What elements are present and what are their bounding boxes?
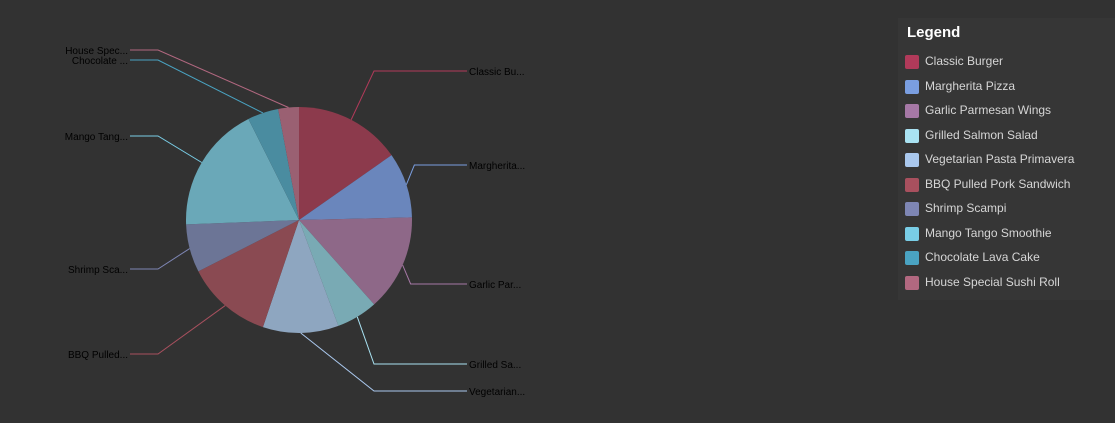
leader-line <box>300 332 467 392</box>
pie-slice[interactable] <box>248 108 299 220</box>
leader-lines <box>130 49 467 392</box>
legend-swatch <box>905 202 919 216</box>
legend-title: Legend <box>907 24 961 41</box>
legend-label: House Special Sushi Roll <box>925 274 1060 289</box>
leader-line <box>402 264 467 285</box>
legend-label: BBQ Pulled Pork Sandwich <box>925 176 1071 191</box>
slice-label: Classic Bu... <box>469 67 525 78</box>
pie-slice[interactable] <box>299 155 412 220</box>
leader-line <box>130 305 226 355</box>
leader-line <box>356 316 467 365</box>
pie-slice[interactable] <box>262 220 339 333</box>
legend-label: Grilled Salmon Salad <box>925 127 1038 142</box>
pie-slice[interactable] <box>186 118 299 225</box>
pie-slice[interactable] <box>198 220 299 328</box>
legend-label: Shrimp Scampi <box>925 201 1007 215</box>
slice-labels: Classic Bu... Margherita... Garlic Par... G… <box>65 46 525 398</box>
pie-slices <box>186 107 412 333</box>
slice-label: Garlic Par... <box>469 280 521 291</box>
leader-line <box>130 49 289 108</box>
slice-label: House Spec... <box>65 46 128 57</box>
legend-swatch <box>905 251 919 265</box>
legend-swatch <box>905 128 919 143</box>
leader-line <box>350 70 467 120</box>
legend-label: Margherita Pizza <box>925 78 1016 93</box>
legend-swatch <box>905 177 919 192</box>
legend-label: Mango Tango Smoothie <box>925 225 1052 240</box>
slice-label: Shrimp Sca... <box>68 265 128 276</box>
slice-label: Chocolate ... <box>72 56 128 67</box>
legend-label: Classic Burger <box>925 54 1004 68</box>
slice-label: Grilled Sa... <box>469 360 521 371</box>
slice-label: Vegetarian... <box>469 387 525 398</box>
slice-label: Mango Tang... <box>65 132 128 143</box>
leader-line <box>405 164 467 185</box>
leader-line <box>130 59 264 114</box>
legend-swatch <box>905 153 919 167</box>
pie-slice[interactable] <box>278 107 299 220</box>
slice-label: BBQ Pulled... <box>68 350 128 361</box>
pie-slice[interactable] <box>299 217 412 305</box>
legend-swatch <box>905 79 919 94</box>
leader-line <box>130 248 190 270</box>
legend-swatch <box>905 55 919 69</box>
pie-slice[interactable] <box>186 220 299 272</box>
legend: Legend Classic Burger Margherita Pizza Gar… <box>898 18 1115 300</box>
legend-swatch <box>905 226 919 241</box>
leader-line <box>130 135 202 163</box>
legend-label: Vegetarian Pasta Primavera <box>925 152 1075 166</box>
pie-slice[interactable] <box>299 107 392 220</box>
pie-slice[interactable] <box>299 220 375 326</box>
legend-swatch <box>905 104 919 118</box>
legend-label: Garlic Parmesan Wings <box>925 103 1052 117</box>
legend-swatch <box>905 275 919 290</box>
slice-label: Margherita... <box>469 161 525 172</box>
legend-label: Chocolate Lava Cake <box>925 250 1040 264</box>
